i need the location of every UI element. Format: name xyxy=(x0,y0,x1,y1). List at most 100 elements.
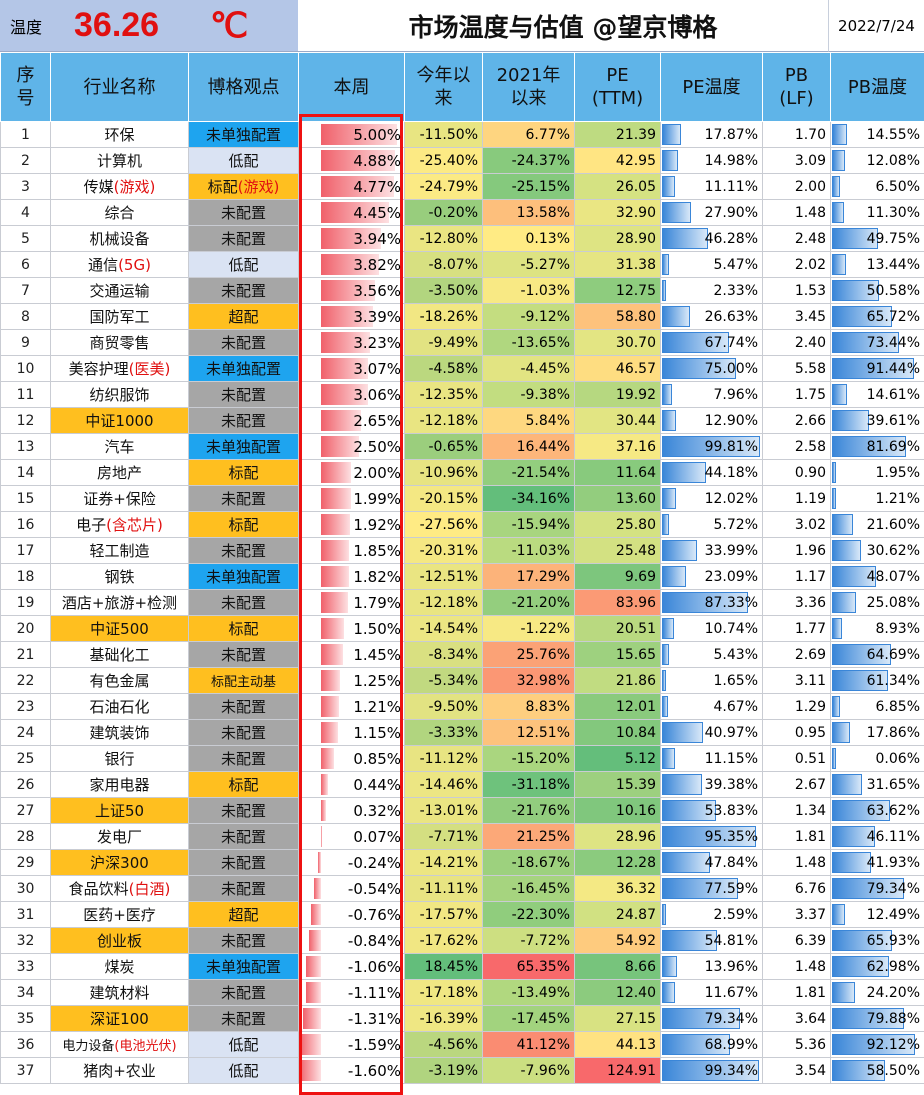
pb-temperature: 14.61% xyxy=(830,381,924,408)
ytd-change: -11.12% xyxy=(404,745,483,772)
pb-temperature-value: 12.08% xyxy=(866,152,920,169)
bogle-view-badge: 未配置 xyxy=(188,797,299,824)
pb-lf: 3.36 xyxy=(762,589,831,616)
pb-temperature: 24.20% xyxy=(830,979,924,1006)
pe-temperature-bar xyxy=(662,488,676,509)
pb-temperature-bar xyxy=(832,514,853,535)
pb-temperature-value: 79.34% xyxy=(866,880,920,897)
pb-temperature: 12.49% xyxy=(830,901,924,928)
industry-name: 通信(5G) xyxy=(50,251,189,278)
pb-temperature: 30.62% xyxy=(830,537,924,564)
industry-name-tag: (医美) xyxy=(128,360,171,378)
bogle-view-text: 未配置 xyxy=(220,828,266,846)
week-change-bar xyxy=(321,826,323,847)
week-change-value: 1.25% xyxy=(353,671,401,690)
row-index: 34 xyxy=(0,979,51,1006)
pe-ttm: 8.66 xyxy=(574,953,661,980)
pe-temperature-value: 68.99% xyxy=(704,1036,758,1053)
ytd-change: -18.26% xyxy=(404,303,483,330)
week-change: 4.45% xyxy=(298,199,405,226)
pb-lf: 1.77 xyxy=(762,615,831,642)
pe-ttm: 31.38 xyxy=(574,251,661,278)
table-header-row: 序号 行业名称 博格观点 本周 今年以来 2021年 以来 PE (TTM) PE温… xyxy=(0,52,924,122)
week-change-bar xyxy=(321,774,328,795)
pe-ttm: 58.80 xyxy=(574,303,661,330)
pb-temperature-value: 8.93% xyxy=(875,620,920,637)
since-2021-change: -16.45% xyxy=(482,875,575,902)
ytd-change: -3.50% xyxy=(404,277,483,304)
week-change-bar xyxy=(321,384,368,405)
industry-name-text: 煤炭 xyxy=(104,958,135,976)
week-change-bar xyxy=(321,696,340,717)
pe-ttm: 24.87 xyxy=(574,901,661,928)
pe-ttm: 12.75 xyxy=(574,277,661,304)
pb-temperature: 61.34% xyxy=(830,667,924,694)
pb-temperature-value: 12.49% xyxy=(866,906,920,923)
bogle-view-badge: 未配置 xyxy=(188,329,299,356)
pb-lf: 3.64 xyxy=(762,1005,831,1032)
pe-temperature-bar xyxy=(662,644,670,665)
bogle-view-text: 超配 xyxy=(228,906,259,924)
pb-temperature-bar xyxy=(832,826,875,847)
pb-lf: 2.48 xyxy=(762,225,831,252)
ytd-change: -20.15% xyxy=(404,485,483,512)
pe-temperature: 4.67% xyxy=(660,693,763,720)
week-change-bar xyxy=(310,904,321,925)
week-change-value: 1.99% xyxy=(353,489,401,508)
ytd-change: -4.56% xyxy=(404,1031,483,1058)
pb-temperature: 12.08% xyxy=(830,147,924,174)
bogle-view-tag: (游戏) xyxy=(237,178,280,196)
week-change: 1.92% xyxy=(298,511,405,538)
pe-temperature-bar xyxy=(662,670,666,691)
pe-temperature-value: 99.81% xyxy=(704,438,758,455)
industry-name-text: 国防军工 xyxy=(89,308,150,326)
ytd-change: -12.80% xyxy=(404,225,483,252)
row-index: 12 xyxy=(0,407,51,434)
week-change-bar xyxy=(321,358,368,379)
week-change: 1.25% xyxy=(298,667,405,694)
week-change: 3.06% xyxy=(298,381,405,408)
since-2021-change: 8.83% xyxy=(482,693,575,720)
industry-name: 房地产 xyxy=(50,459,189,486)
table-row: 19 酒店+旅游+检测 未配置 1.79% -12.18% -21.20% 83.96 87.… xyxy=(0,589,924,616)
pe-temperature-value: 7.96% xyxy=(713,386,758,403)
pe-temperature-bar xyxy=(662,176,675,197)
week-change: 3.94% xyxy=(298,225,405,252)
week-change: 3.39% xyxy=(298,303,405,330)
bogle-view-badge: 未配置 xyxy=(188,641,299,668)
bogle-view-text: 低配 xyxy=(228,152,259,170)
bogle-view-text: 未配置 xyxy=(220,984,266,1002)
industry-name-text: 发电厂 xyxy=(96,828,142,846)
bogle-view-badge: 标配 xyxy=(188,511,299,538)
week-change-value: 3.56% xyxy=(353,281,401,300)
pe-temperature-bar xyxy=(662,202,691,223)
row-index: 16 xyxy=(0,511,51,538)
pb-temperature-value: 13.44% xyxy=(866,256,920,273)
pb-temperature: 48.07% xyxy=(830,563,924,590)
pe-temperature-value: 10.74% xyxy=(704,620,758,637)
bogle-view-badge: 未单独配置 xyxy=(188,433,299,460)
pe-ttm: 25.80 xyxy=(574,511,661,538)
pb-temperature-bar xyxy=(832,982,856,1003)
pb-lf: 2.66 xyxy=(762,407,831,434)
week-change-value: 2.65% xyxy=(353,411,401,430)
week-change: 1.82% xyxy=(298,563,405,590)
pb-temperature-bar xyxy=(832,1008,905,1029)
week-change-value: 0.44% xyxy=(353,775,401,794)
bogle-view-text: 超配 xyxy=(228,308,259,326)
industry-name-text: 深证100 xyxy=(90,1010,149,1028)
pe-ttm: 30.44 xyxy=(574,407,661,434)
since-2021-change: -7.96% xyxy=(482,1057,575,1084)
pb-temperature: 91.44% xyxy=(830,355,924,382)
industry-name: 创业板 xyxy=(50,927,189,954)
table-row: 25 银行 未配置 0.85% -11.12% -15.20% 5.12 11.15% 0.51… xyxy=(0,745,924,772)
table-row: 6 通信(5G) 低配 3.82% -8.07% -5.27% 31.38 5.47% 2.02… xyxy=(0,251,924,278)
pe-ttm: 36.32 xyxy=(574,875,661,902)
ytd-change: -7.71% xyxy=(404,823,483,850)
pe-temperature-bar xyxy=(662,332,730,353)
pb-temperature-bar xyxy=(832,618,842,639)
since-2021-change: -13.49% xyxy=(482,979,575,1006)
pe-temperature-bar xyxy=(662,930,717,951)
pb-temperature-bar xyxy=(832,202,844,223)
pe-temperature: 44.18% xyxy=(660,459,763,486)
